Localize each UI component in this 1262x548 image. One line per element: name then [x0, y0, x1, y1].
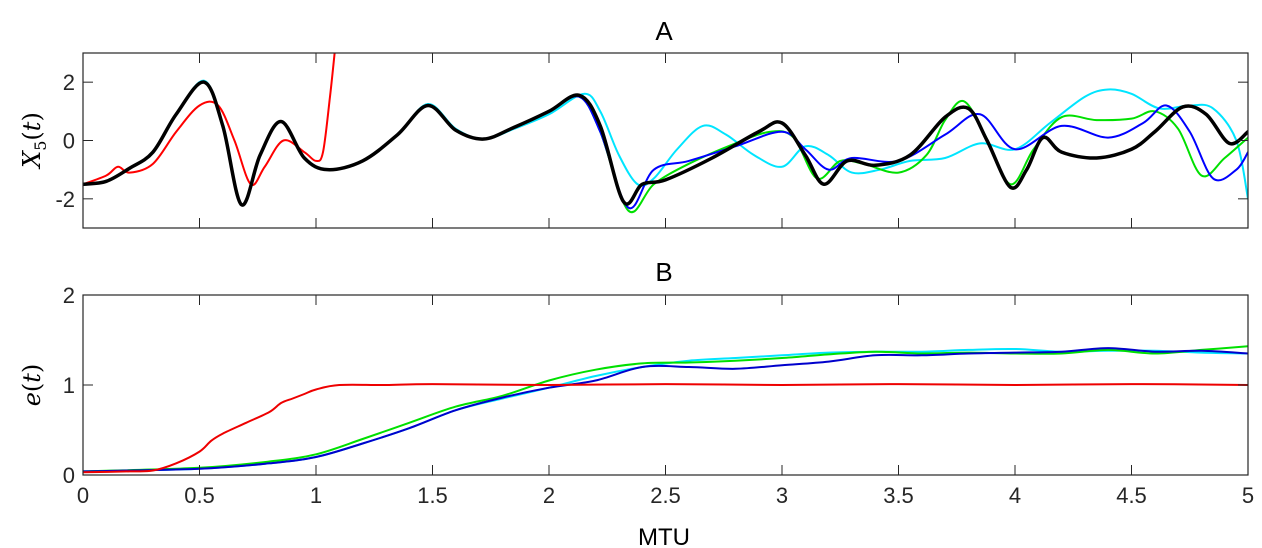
panel-a-ytick-label: 2 — [63, 70, 75, 95]
panel-b-xtick-label: 5 — [1242, 483, 1254, 508]
panel-b-xtick-label: 4.5 — [1116, 483, 1147, 508]
panel-b: B e(t) 0 0.5 1 1.5 2 2.5 3 3.5 4 4.5 5 0 1 2 MTU — [18, 257, 1254, 548]
panel-a-ticks: -2 0 2 — [55, 53, 1249, 228]
panel-a-ytick-label: -2 — [55, 187, 75, 212]
panel-b-axes-box — [82, 294, 1249, 476]
panel-b-series-2-line — [83, 347, 1248, 473]
panel-b-ylabel-open: ( — [18, 383, 46, 392]
panel-b-xtick-label: 3.5 — [883, 483, 914, 508]
panel-a-ylabel-close: ) — [18, 112, 46, 121]
panel-a-series-4-line — [83, 80, 1248, 207]
panel-b-xtick-label: 4 — [1009, 483, 1021, 508]
panel-b-plot-area — [83, 345, 1248, 474]
panel-b-ytick-label: 2 — [63, 283, 75, 308]
panel-b-ylabel-close: ) — [18, 364, 46, 373]
panel-b-ytick-label: 0 — [63, 463, 75, 488]
panel-b-ylabel: e(t) — [18, 364, 46, 407]
panel-b-ylabel-t: t — [18, 373, 46, 383]
panel-b-title: B — [655, 257, 672, 287]
panel-b-xtick-label: 2.5 — [650, 483, 681, 508]
panel-a-plot-area — [83, 53, 1248, 214]
panel-b-ytick-label: 1 — [63, 373, 75, 398]
panel-a-ytick-label: 0 — [63, 129, 75, 154]
panel-a-ylabel-main: X — [18, 150, 46, 170]
panel-a-ylabel-t: t — [18, 121, 46, 131]
svg-text:X5(t): X5(t) — [18, 112, 50, 170]
panel-a-title: A — [655, 16, 673, 46]
panel-b-xlabel: MTU — [638, 524, 690, 548]
panel-b-xtick-label: 3 — [776, 483, 788, 508]
panel-b-series-3-line — [83, 383, 1248, 474]
panel-a-ylabel-arg: ( — [18, 131, 46, 140]
panel-b-xtick-label: 1.5 — [417, 483, 448, 508]
panel-a: A X5(t) -2 0 2 — [0, 0, 1262, 240]
panel-b-xtick-label: 1 — [310, 483, 322, 508]
panel-b-xtick-label: 0.5 — [184, 483, 215, 508]
panel-b-series-1-line — [83, 345, 1248, 473]
panel-b-ylabel-main: e — [18, 392, 46, 406]
panel-a-axes-box — [82, 52, 1249, 229]
svg-text:e(t): e(t) — [18, 364, 46, 407]
panel-b-series-0-line — [83, 347, 1248, 473]
panel-b-xtick-label: 0 — [77, 483, 89, 508]
panel-a-ylabel-sub: 5 — [31, 141, 50, 151]
panel-b-xtick-label: 2 — [543, 483, 555, 508]
panel-a-ylabel: X5(t) — [18, 112, 50, 170]
panel-b-ticks: 0 0.5 1 1.5 2 2.5 3 3.5 4 4.5 5 0 1 2 — [63, 283, 1254, 508]
panel-a-background — [0, 0, 1262, 240]
